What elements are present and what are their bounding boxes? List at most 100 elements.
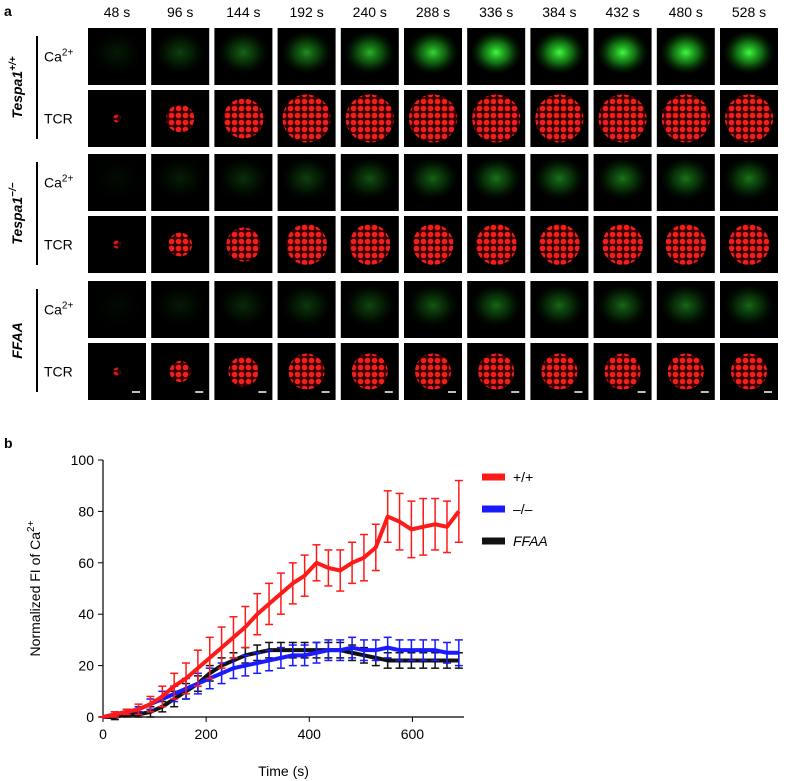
y-tick-label: 60 xyxy=(78,555,94,571)
calcium-signal xyxy=(154,283,207,328)
calcium-signal xyxy=(91,283,143,328)
row-label-base: Ca xyxy=(44,302,62,318)
series-line xyxy=(102,510,461,719)
tcr-signal xyxy=(665,224,707,265)
row-label-base: TCR xyxy=(44,237,73,253)
calcium-signal xyxy=(470,30,523,75)
y-axis-label-base: Normalized FI of Ca xyxy=(27,532,43,657)
calcium-signal xyxy=(533,30,586,75)
tcr-signal xyxy=(349,224,391,265)
x-tick-label: 0 xyxy=(99,726,107,742)
row-label-base: Ca xyxy=(44,175,62,191)
tcr-signal xyxy=(472,94,521,143)
x-tick-label: 600 xyxy=(401,726,425,742)
time-label: 528 s xyxy=(732,4,766,20)
calcium-signal xyxy=(217,30,270,75)
group-label: Tespa1−/− xyxy=(8,182,25,244)
tcr-signal xyxy=(113,367,121,376)
calcium-signal xyxy=(723,30,775,75)
tcr-signal xyxy=(541,353,578,390)
calcium-signal xyxy=(280,30,333,75)
group-label-sup: −/− xyxy=(8,182,19,197)
x-tick-label: 200 xyxy=(194,726,218,742)
calcium-signal xyxy=(596,283,649,328)
tcr-signal xyxy=(169,361,191,382)
time-label: 336 s xyxy=(479,4,513,20)
time-label: 432 s xyxy=(605,4,639,20)
tcr-signal xyxy=(345,94,394,143)
time-label: 480 s xyxy=(669,4,703,20)
row-label: Ca2+ xyxy=(44,301,73,318)
tcr-signal xyxy=(661,94,710,143)
row-label: Ca2+ xyxy=(44,48,73,65)
group-label-base: Tespa1 xyxy=(9,197,25,245)
tcr-signal xyxy=(598,94,647,143)
row-label: TCR xyxy=(44,364,73,380)
time-label: 96 s xyxy=(167,4,193,20)
row-label-sup: 2+ xyxy=(62,48,74,59)
tcr-signal xyxy=(415,353,451,390)
calcium-signal xyxy=(407,156,459,201)
calcium-signal xyxy=(659,156,712,201)
calcium-signal xyxy=(470,156,523,201)
calcium-signal xyxy=(533,283,586,328)
y-axis-label: Normalized FI of Ca2+ xyxy=(26,520,43,656)
calcium-signal xyxy=(596,30,649,75)
calcium-signal xyxy=(659,30,712,75)
tcr-signal xyxy=(604,353,641,390)
row-label: TCR xyxy=(44,111,73,127)
row-label: TCR xyxy=(44,237,73,253)
tcr-signal xyxy=(113,114,121,123)
calcium-signal xyxy=(533,156,586,201)
series-line xyxy=(102,645,459,719)
time-label: 384 s xyxy=(542,4,576,20)
calcium-signal xyxy=(280,283,333,328)
group-label-sup: +/+ xyxy=(8,56,19,71)
calcium-signal xyxy=(154,156,207,201)
row-label-sup: 2+ xyxy=(62,174,74,185)
row-label: Ca2+ xyxy=(44,174,73,191)
tcr-signal xyxy=(282,94,331,143)
tcr-signal xyxy=(412,224,454,265)
time-label: 48 s xyxy=(104,4,130,20)
tcr-signal xyxy=(539,224,580,265)
y-axis-label-sup: 2+ xyxy=(26,520,37,532)
calcium-signal xyxy=(280,156,333,201)
time-label: 192 s xyxy=(289,4,323,20)
row-label-base: TCR xyxy=(44,364,73,380)
y-tick-label: 40 xyxy=(78,606,94,622)
tcr-signal xyxy=(535,94,584,143)
tcr-signal xyxy=(228,356,259,387)
tcr-signal xyxy=(286,224,327,265)
calcium-signal xyxy=(343,283,396,328)
calcium-signal xyxy=(596,156,649,201)
calcium-signal xyxy=(723,156,775,201)
tcr-signal xyxy=(223,98,264,139)
tcr-signal xyxy=(728,224,770,265)
tcr-signal xyxy=(478,353,515,390)
time-label: 288 s xyxy=(416,4,450,20)
tcr-signal xyxy=(731,353,767,390)
row-label-sup: 2+ xyxy=(62,301,74,312)
row-label-base: TCR xyxy=(44,111,73,127)
calcium-signal xyxy=(470,283,523,328)
tcr-signal xyxy=(725,94,773,143)
legend-label: –/– xyxy=(513,501,533,517)
calcium-signal xyxy=(343,156,396,201)
row-label-base: Ca xyxy=(44,49,62,65)
group-label-base: Tespa1 xyxy=(9,71,25,119)
tcr-signal xyxy=(226,227,261,262)
calcium-signal xyxy=(217,283,270,328)
group-label: FFAA xyxy=(9,322,25,359)
legend-label: +/+ xyxy=(513,469,533,485)
calcium-signal xyxy=(154,30,207,75)
calcium-signal xyxy=(343,30,396,75)
tcr-signal xyxy=(288,353,325,390)
x-axis-label: Time (s) xyxy=(258,763,309,779)
time-label: 240 s xyxy=(353,4,387,20)
panel-label: a xyxy=(4,3,12,19)
calcium-signal xyxy=(659,283,712,328)
calcium-signal xyxy=(723,283,775,328)
tcr-signal xyxy=(475,224,517,265)
